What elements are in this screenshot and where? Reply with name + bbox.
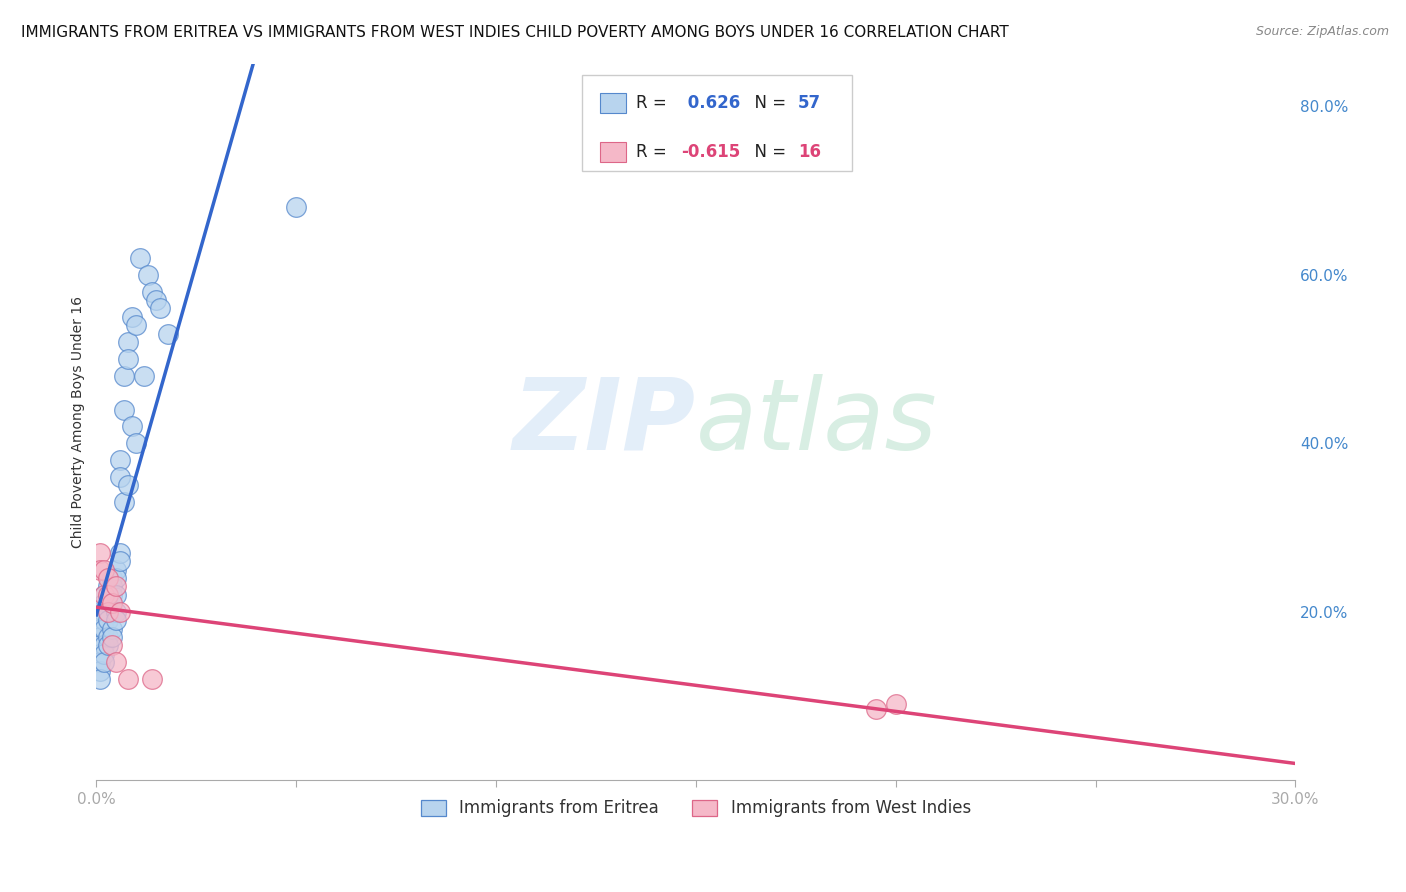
Point (89, 656, 111, 670)
Point (121, 419, 143, 434)
Point (285, 200, 308, 214)
Point (112, 495, 135, 509)
Point (110, 546, 132, 560)
Point (97, 596, 120, 610)
Point (117, 335, 139, 350)
Text: 57: 57 (797, 94, 821, 112)
Point (121, 310, 143, 324)
Point (93, 639, 115, 653)
Point (101, 596, 124, 610)
Point (93, 588, 115, 602)
Point (93, 596, 115, 610)
Point (884, 698, 907, 712)
Text: Source: ZipAtlas.com: Source: ZipAtlas.com (1256, 25, 1389, 38)
FancyBboxPatch shape (600, 93, 626, 112)
Point (93, 563, 115, 577)
Point (141, 285, 163, 299)
FancyBboxPatch shape (600, 142, 626, 162)
Point (101, 639, 124, 653)
Point (97, 630, 120, 644)
Point (112, 368, 135, 383)
Point (89, 613, 111, 627)
Point (97, 588, 120, 602)
Point (110, 470, 132, 484)
Y-axis label: Child Poverty Among Boys Under 16: Child Poverty Among Boys Under 16 (72, 296, 86, 549)
FancyBboxPatch shape (582, 75, 852, 171)
Text: 0.626: 0.626 (682, 94, 740, 112)
Point (89, 546, 111, 560)
Point (93, 588, 115, 602)
Point (101, 622, 124, 636)
Point (93, 622, 115, 636)
Text: atlas: atlas (696, 374, 938, 471)
Point (105, 613, 128, 627)
Point (97, 580, 120, 594)
Point (105, 656, 128, 670)
Point (117, 478, 139, 492)
Point (97, 639, 120, 653)
Point (105, 580, 128, 594)
Text: N =: N = (744, 94, 792, 112)
Text: -0.615: -0.615 (682, 143, 741, 161)
Legend: Immigrants from Eritrea, Immigrants from West Indies: Immigrants from Eritrea, Immigrants from… (412, 791, 979, 826)
Point (141, 672, 163, 686)
Point (125, 436, 148, 450)
Text: IMMIGRANTS FROM ERITREA VS IMMIGRANTS FROM WEST INDIES CHILD POVERTY AMONG BOYS : IMMIGRANTS FROM ERITREA VS IMMIGRANTS FR… (21, 25, 1010, 40)
Point (112, 402, 135, 417)
Point (110, 453, 132, 467)
Point (89, 664, 111, 678)
Point (105, 563, 128, 577)
Text: ZIP: ZIP (513, 374, 696, 471)
Point (101, 630, 124, 644)
Point (134, 368, 156, 383)
Point (97, 571, 120, 585)
Text: R =: R = (636, 143, 672, 161)
Point (97, 588, 120, 602)
Point (117, 351, 139, 366)
Point (105, 571, 128, 585)
Point (117, 672, 139, 686)
Point (89, 647, 111, 661)
Point (93, 647, 115, 661)
Point (101, 580, 124, 594)
Text: N =: N = (744, 143, 792, 161)
Point (93, 605, 115, 619)
Point (101, 571, 124, 585)
Point (110, 605, 132, 619)
Point (89, 630, 111, 644)
Point (89, 622, 111, 636)
Point (89, 605, 111, 619)
Point (865, 701, 887, 715)
Point (97, 605, 120, 619)
Point (101, 596, 124, 610)
Point (110, 554, 132, 568)
Point (101, 588, 124, 602)
Point (125, 318, 148, 333)
Point (157, 326, 180, 341)
Point (145, 293, 167, 307)
Point (97, 613, 120, 627)
Point (93, 613, 115, 627)
Text: R =: R = (636, 94, 672, 112)
Point (93, 656, 115, 670)
Text: 16: 16 (797, 143, 821, 161)
Point (89, 672, 111, 686)
Point (89, 563, 111, 577)
Point (89, 639, 111, 653)
Point (136, 268, 159, 282)
Point (97, 605, 120, 619)
Point (129, 251, 152, 265)
Point (149, 301, 172, 316)
Point (105, 605, 128, 619)
Point (105, 588, 128, 602)
